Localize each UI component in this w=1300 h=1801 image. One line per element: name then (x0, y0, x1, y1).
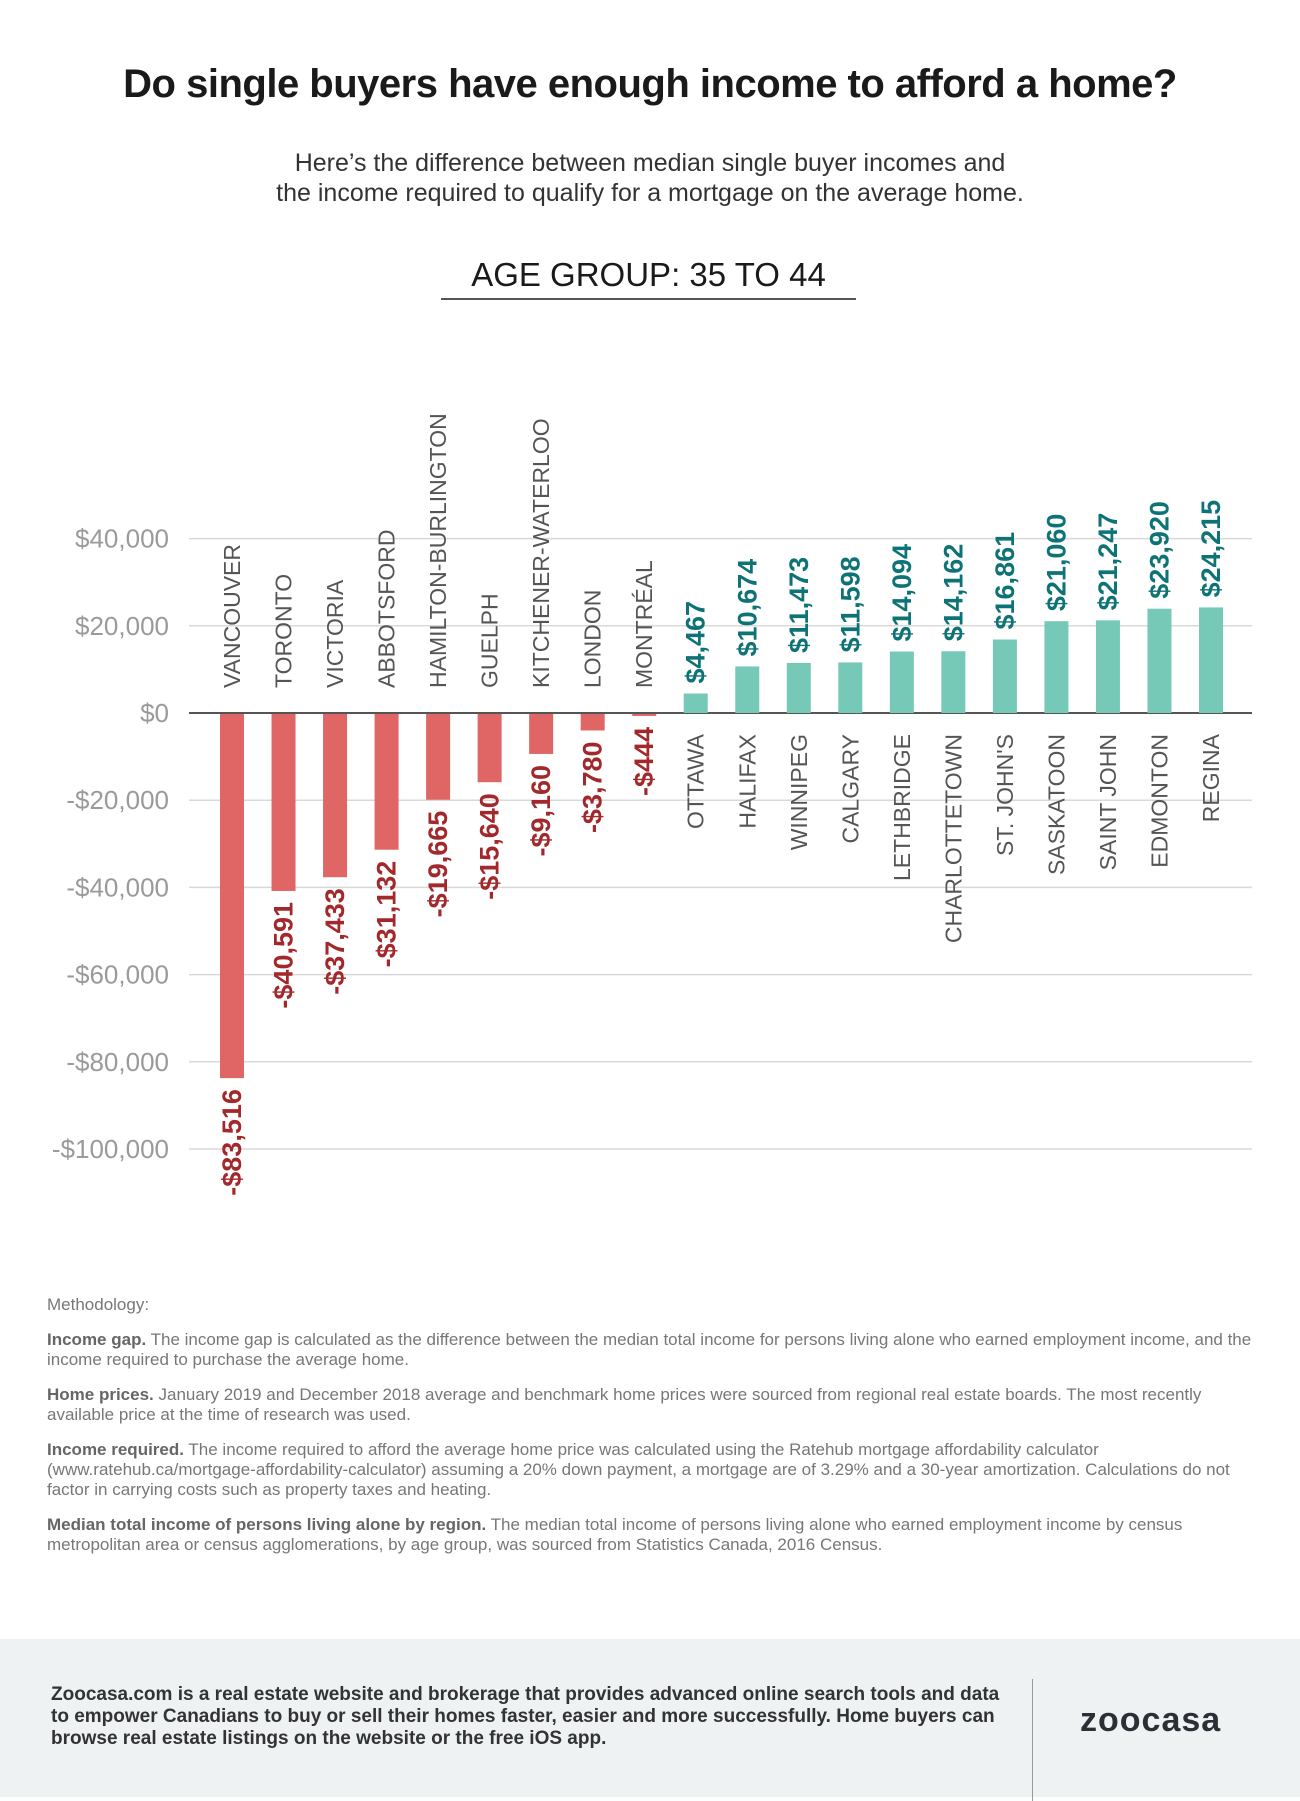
value-label: $14,162 (938, 544, 968, 642)
value-label: $11,598 (835, 556, 865, 652)
value-label: $10,674 (732, 559, 762, 657)
bar (271, 714, 296, 891)
methodology-item: Income gap. The income gap is calculated… (47, 1330, 1267, 1370)
bar (1044, 621, 1069, 713)
value-label: $21,060 (1041, 514, 1071, 612)
category-label: MONTRÉAL (631, 560, 657, 688)
methodology-term: Income required. (47, 1440, 184, 1459)
value-label: -$37,433 (320, 888, 350, 995)
bar (220, 714, 244, 1079)
value-label: $23,920 (1144, 501, 1174, 599)
footer-text: Zoocasa.com is a real estate website and… (51, 1684, 1000, 1749)
category-label: ABBOTSFORD (374, 530, 400, 688)
bar (889, 651, 914, 713)
value-label: $21,247 (1093, 513, 1123, 611)
methodology: Methodology: Income gap. The income gap … (47, 1295, 1267, 1570)
value-label: -$31,132 (372, 861, 402, 968)
subtitle-line-2: the income required to qualify for a mor… (276, 179, 1024, 207)
category-label: VANCOUVER (219, 544, 245, 688)
bar (323, 714, 348, 878)
footer-divider (1032, 1679, 1033, 1801)
y-tick-label: -$40,000 (66, 872, 169, 902)
value-label: -$9,160 (526, 765, 556, 857)
y-tick-label: $20,000 (75, 611, 169, 641)
methodology-term: Median total income of persons living al… (47, 1515, 487, 1534)
methodology-item: Median total income of persons living al… (47, 1515, 1267, 1555)
category-label: CHARLOTTETOWN (940, 734, 966, 943)
category-label: ST. JOHN'S (992, 734, 1018, 856)
bar (580, 714, 605, 731)
category-label: WINNIPEG (786, 734, 812, 850)
zoocasa-logo: zoocasa (1080, 1701, 1222, 1739)
bar (477, 714, 502, 783)
value-label: $4,467 (681, 601, 711, 684)
bar (992, 639, 1017, 713)
bar (941, 651, 966, 713)
methodology-text: The income gap is calculated as the diff… (47, 1330, 1252, 1369)
category-label: REGINA (1198, 733, 1224, 822)
methodology-item: Home prices. January 2019 and December 2… (47, 1385, 1267, 1425)
category-label: KITCHENER-WATERLOO (528, 418, 554, 688)
y-tick-label: $0 (140, 698, 169, 728)
page-title: Do single buyers have enough income to a… (123, 62, 1177, 106)
category-label: GUELPH (477, 593, 503, 688)
methodology-heading: Methodology: (47, 1295, 150, 1314)
category-label: HALIFAX (734, 734, 760, 829)
value-label: -$40,591 (269, 902, 299, 1009)
bar (735, 666, 760, 713)
category-label: CALGARY (837, 734, 863, 844)
category-label: EDMONTON (1146, 734, 1172, 868)
category-label: LETHBRIDGE (889, 734, 915, 881)
bar (1095, 620, 1120, 713)
methodology-item: Income required. The income required to … (47, 1440, 1267, 1500)
bar-chart: $40,000 $20,000 $0 -$20,000 -$40,000 -$60,000… (52, 413, 1252, 1196)
value-label: -$83,516 (217, 1089, 247, 1196)
methodology-text: The income required to afford the averag… (47, 1440, 1230, 1499)
bar (1147, 608, 1172, 713)
subtitle-line-1: Here’s the difference between median sin… (294, 149, 1006, 177)
value-label: $24,215 (1196, 500, 1226, 598)
y-tick-label: -$80,000 (66, 1047, 169, 1077)
value-label: $14,094 (887, 544, 917, 642)
y-tick-label: -$100,000 (52, 1134, 169, 1164)
bar (838, 662, 863, 713)
y-tick-label: -$20,000 (66, 785, 169, 815)
category-label: SASKATOON (1043, 734, 1069, 875)
value-label: -$15,640 (475, 793, 505, 900)
category-label: OTTAWA (683, 733, 709, 829)
methodology-term: Income gap. (47, 1330, 147, 1349)
category-label: HAMILTON-BURLINGTON (425, 413, 451, 688)
methodology-text: January 2019 and December 2018 average a… (47, 1385, 1202, 1424)
bar (632, 714, 657, 716)
category-label: SAINT JOHN (1095, 734, 1121, 870)
value-label: $16,861 (990, 532, 1020, 630)
y-tick-label: $40,000 (75, 524, 169, 554)
chart-title: AGE GROUP: 35 TO 44 (441, 256, 856, 300)
value-label: -$19,665 (423, 811, 453, 918)
bar (426, 714, 451, 800)
bar (786, 662, 811, 713)
methodology-text: The median total income of persons livin… (47, 1515, 1183, 1554)
value-label: $11,473 (784, 557, 814, 653)
y-tick-label: -$60,000 (66, 960, 169, 990)
bar (374, 714, 399, 850)
category-label: TORONTO (271, 574, 297, 688)
footer: Zoocasa.com is a real estate website and… (0, 1639, 1300, 1801)
value-label: -$444 (629, 727, 659, 796)
methodology-term: Home prices. (47, 1385, 154, 1404)
subtitle: Here’s the difference between median sin… (0, 148, 1300, 208)
bar (529, 714, 554, 754)
value-label: -$3,780 (578, 741, 608, 833)
category-label: VICTORIA (322, 579, 348, 688)
category-label: LONDON (580, 590, 606, 688)
bar (1199, 607, 1223, 713)
bar (683, 693, 708, 713)
